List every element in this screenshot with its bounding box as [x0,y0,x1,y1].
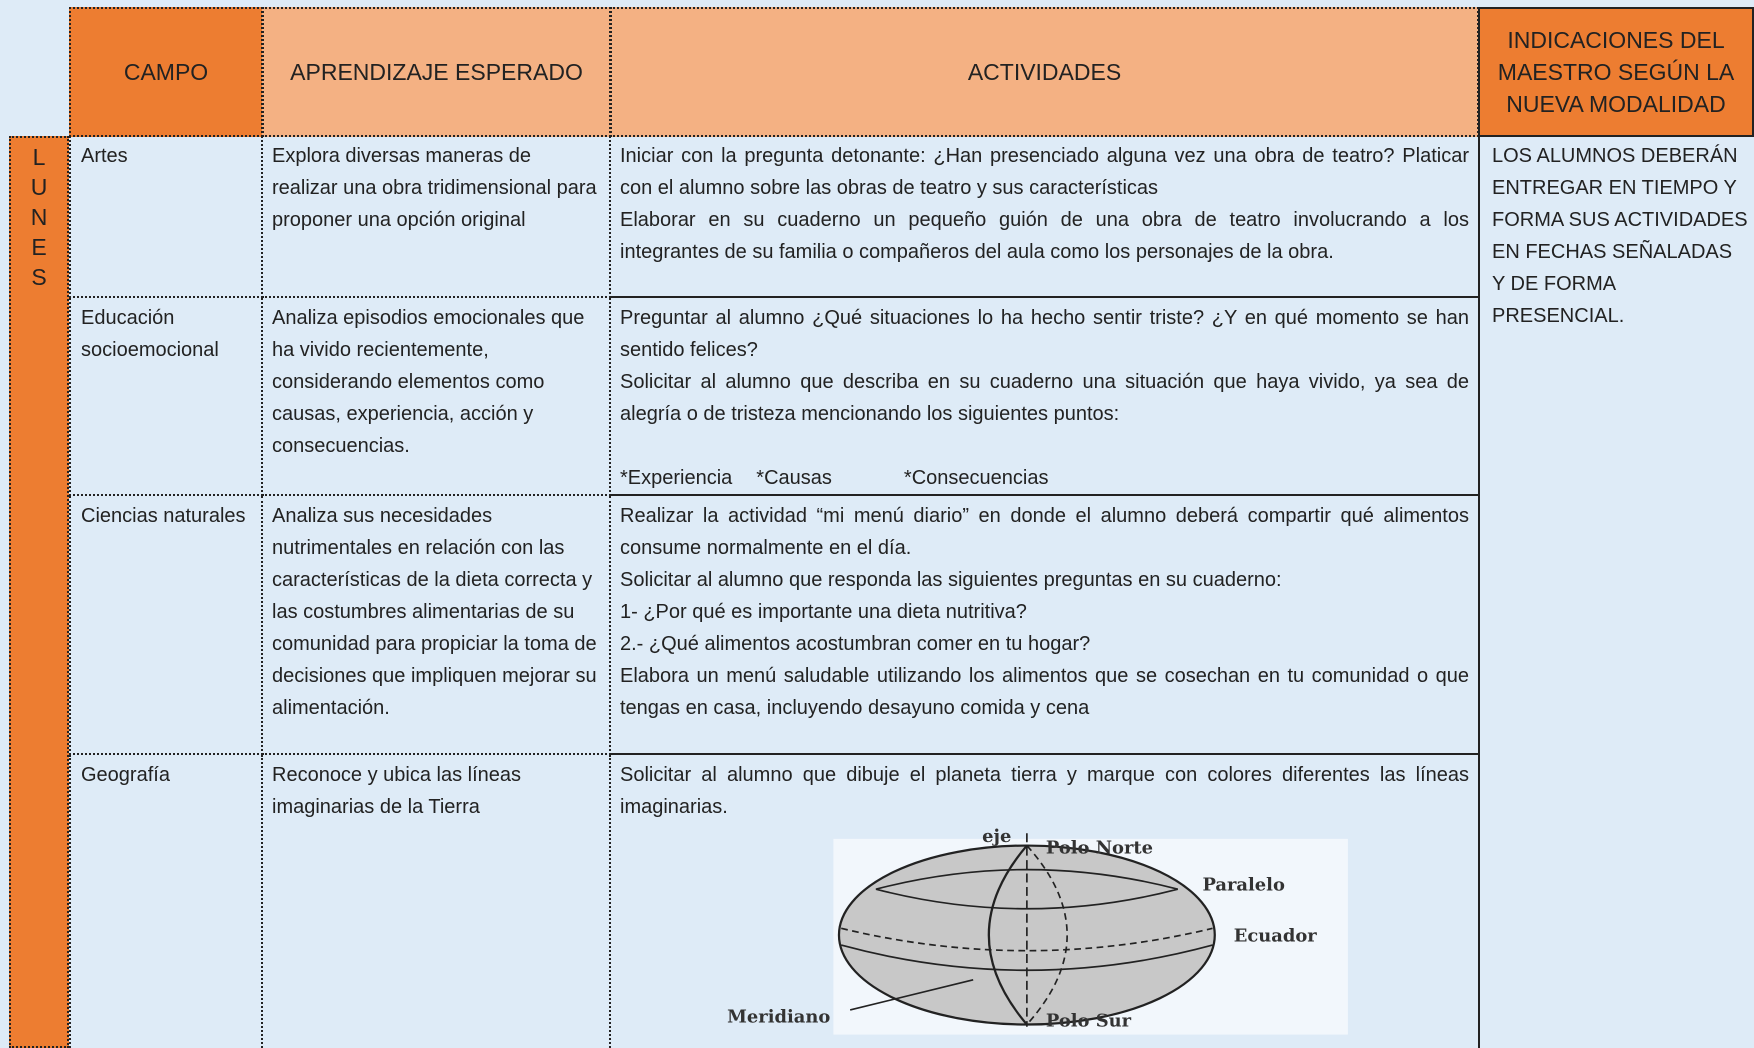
actividades-cell: Iniciar con la pregunta detonante: ¿Han … [610,136,1479,298]
actividad-paragraph: Preguntar al alumno ¿Qué situaciones lo … [620,307,1469,361]
campo-cell: Artes [69,136,263,298]
aprendizaje-cell: Analiza episodios emocionales que ha viv… [262,298,611,496]
label-meridiano: Meridiano [727,1006,830,1027]
label-eje: eje [982,826,1011,847]
equator-back [841,927,1213,952]
label-polo-norte: Polo Norte [1046,837,1153,858]
actividades-cell: Solicitar al alumno que dibuje el planet… [610,755,1479,1048]
header-indicaciones: INDICACIONES DEL MAESTRO SEGÚN LA NUEVA … [1478,7,1754,137]
header-aprendizaje: APRENDIZAJE ESPERADO [262,7,611,137]
day-label: LUNES [9,136,69,1048]
aprendizaje-cell: Explora diversas maneras de realizar una… [262,136,611,298]
actividad-paragraph: 1- ¿Por qué es importante una dieta nutr… [620,601,1027,623]
indicaciones-text: LOS ALUMNOS DEBERÁN ENTREGAR EN TIEMPO Y… [1478,136,1754,1048]
actividad-paragraph: Solicitar al alumno que describa en su c… [620,371,1469,425]
puntos: *Experiencia *Causas *Consecuencias [620,462,1469,494]
aprendizaje-cell: Reconoce y ubica las líneas imaginarias … [262,755,611,1048]
punto: *Experiencia [620,467,733,489]
arrow [849,978,974,1011]
actividades-cell: Preguntar al alumno ¿Qué situaciones lo … [610,298,1479,496]
header-campo: CAMPO [69,7,263,137]
aprendizaje-cell: Analiza sus necesidades nutrimentales en… [262,496,611,755]
campo-cell: Ciencias naturales [69,496,263,755]
actividad-paragraph: Iniciar con la pregunta detonante: ¿Han … [620,145,1469,199]
label-paralelo: Paralelo [1202,874,1284,895]
actividad-paragraph: Elaborar en su cuaderno un pequeño guión… [620,209,1469,263]
actividad-paragraph: Realizar la actividad “mi menú diario” e… [620,505,1469,559]
punto: *Causas [756,467,832,489]
punto: *Consecuencias [903,467,1049,489]
actividad-paragraph: Solicitar al alumno que dibuje el planet… [620,764,1469,818]
meridian [987,844,1028,1026]
actividad-paragraph: Elabora un menú saludable utilizando los… [620,665,1469,719]
campo-cell: Educación socioemocional [69,298,263,496]
meridian-back [1026,844,1068,1026]
header-actividades: ACTIVIDADES [610,7,1479,137]
campo-cell: Geografía [69,755,263,1048]
label-ecuador: Ecuador [1234,926,1318,947]
actividad-paragraph: Solicitar al alumno que responda las sig… [620,569,1282,591]
actividades-cell: Realizar la actividad “mi menú diario” e… [610,496,1479,755]
actividad-paragraph: 2.- ¿Qué alimentos acostumbran comer en … [620,633,1091,655]
label-polo-sur: Polo Sur [1046,1011,1132,1032]
